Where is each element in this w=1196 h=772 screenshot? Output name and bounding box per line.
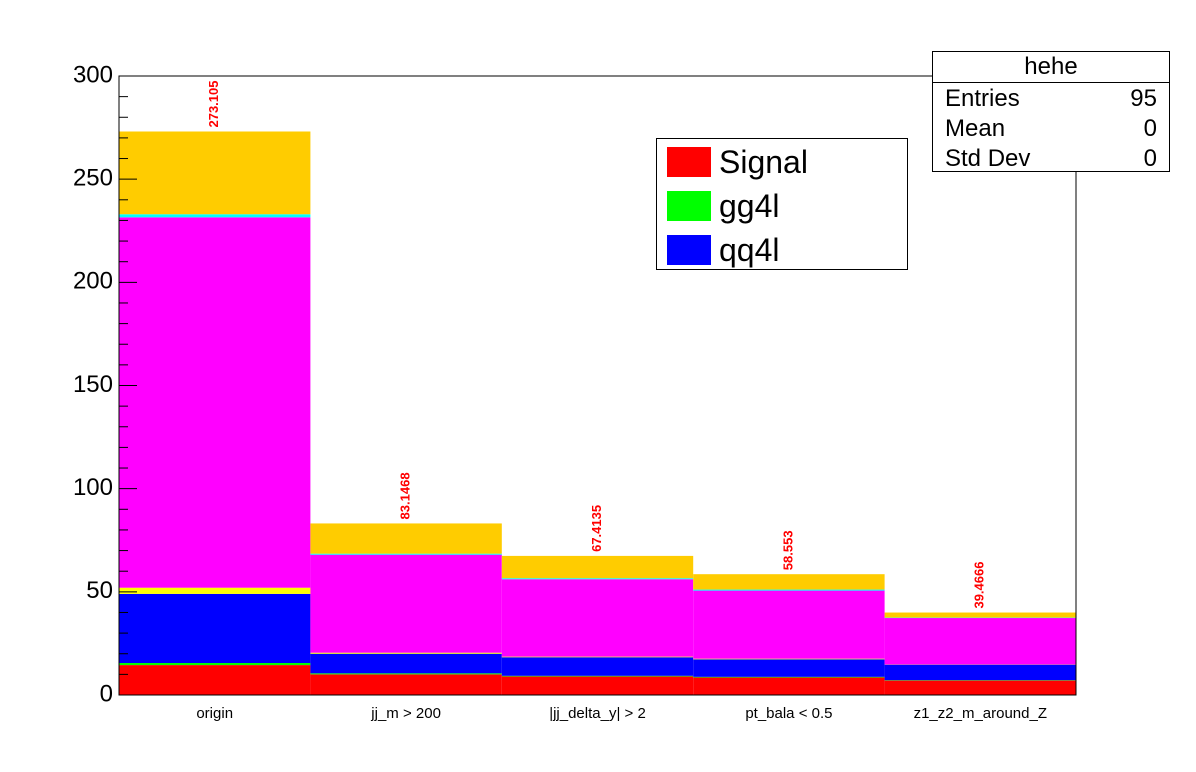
bar-total-label: 39.4666 [972, 562, 987, 609]
stats-box: hehe Entries 95 Mean 0 Std Dev 0 [932, 51, 1170, 172]
bar-segment-series-4 [119, 217, 311, 588]
bar-segment-series-5 [501, 578, 694, 580]
stats-value: 0 [1143, 145, 1157, 172]
bar-segment-series-3 [501, 656, 694, 658]
y-tick-label: 250 [73, 165, 113, 192]
bar-segment-series-4 [693, 590, 885, 659]
legend-label-signal: Signal [719, 144, 808, 180]
y-tick-label: 200 [73, 268, 113, 295]
y-tick-label: 0 [100, 680, 113, 707]
bar-segment-series-3 [119, 587, 311, 594]
bar-segment-series-4 [501, 579, 694, 657]
x-axis: origin jj_m > 200 |jj_delta_y| > 2 pt_bala … [196, 705, 1047, 722]
y-tick-label: 100 [73, 474, 113, 501]
legend-label-qq4l: qq4l [719, 232, 780, 268]
bar-segment-qq4l [501, 657, 694, 676]
x-tick-label: pt_bala < 0.5 [745, 705, 832, 722]
bar-segment-series-5 [693, 589, 885, 591]
y-tick-label: 50 [86, 577, 113, 604]
stats-value: 95 [1130, 85, 1157, 112]
bars-group [119, 131, 1076, 695]
stats-label: Mean [945, 115, 1006, 142]
bar-segment-signal [501, 676, 694, 695]
bar-segment-series-3 [310, 652, 502, 654]
bar-segment-series-5 [310, 553, 502, 555]
x-tick-label: z1_z2_m_around_Z [914, 705, 1047, 722]
stats-label: Entries [945, 85, 1020, 112]
stats-label: Std Dev [945, 145, 1031, 172]
y-tick-label: 150 [73, 371, 113, 398]
bar-segment-series-4 [884, 618, 1076, 665]
x-tick-label: |jj_delta_y| > 2 [549, 705, 646, 722]
bar-total-label: 273.105 [206, 80, 221, 127]
bar-total-label: 83.1468 [398, 472, 413, 519]
bar-segment-qq4l [310, 653, 502, 674]
bar-total-label: 58.553 [780, 530, 795, 570]
stats-row-std-dev: Std Dev 0 [945, 144, 1157, 174]
bar-segment-signal [119, 665, 311, 695]
legend-swatch-gg4l [667, 191, 711, 221]
y-tick-label: 300 [73, 61, 113, 88]
x-tick-label: origin [196, 705, 233, 722]
bar-segment-series-6 [693, 574, 885, 590]
bar-segment-series-6 [884, 612, 1076, 618]
y-axis: 0 50 100 150 200 250 300 [73, 61, 137, 707]
bar-segment-signal [310, 674, 502, 695]
bar-total-label: 67.4135 [589, 505, 604, 552]
bar-segment-series-4 [310, 554, 502, 653]
bar-segment-series-6 [119, 131, 311, 215]
bar-segment-gg4l [501, 675, 694, 677]
bar-segment-qq4l [693, 659, 885, 677]
x-tick-label: jj_m > 200 [370, 705, 441, 722]
stats-row-entries: Entries 95 [945, 84, 1157, 114]
bar-segment-gg4l [119, 663, 311, 666]
value-labels-group: 273.105 83.1468 67.4135 58.553 39.4666 [206, 80, 987, 608]
stats-value: 0 [1143, 115, 1157, 142]
legend-swatch-qq4l [667, 235, 711, 265]
bar-segment-qq4l [119, 593, 311, 664]
bar-segment-gg4l [310, 673, 502, 675]
legend-label-gg4l: gg4l [719, 188, 780, 224]
stats-title: hehe [933, 52, 1169, 83]
bar-segment-gg4l [693, 676, 885, 678]
bar-segment-signal [884, 680, 1076, 695]
bar-segment-qq4l [884, 664, 1076, 681]
bar-segment-series-3 [693, 658, 885, 660]
legend: Signal gg4l qq4l [656, 138, 908, 270]
bar-segment-series-5 [119, 214, 311, 218]
bar-segment-series-6 [310, 523, 502, 554]
legend-swatch-signal [667, 147, 711, 177]
bar-segment-series-6 [501, 555, 694, 579]
stats-row-mean: Mean 0 [945, 114, 1157, 144]
bar-segment-signal [693, 677, 885, 695]
